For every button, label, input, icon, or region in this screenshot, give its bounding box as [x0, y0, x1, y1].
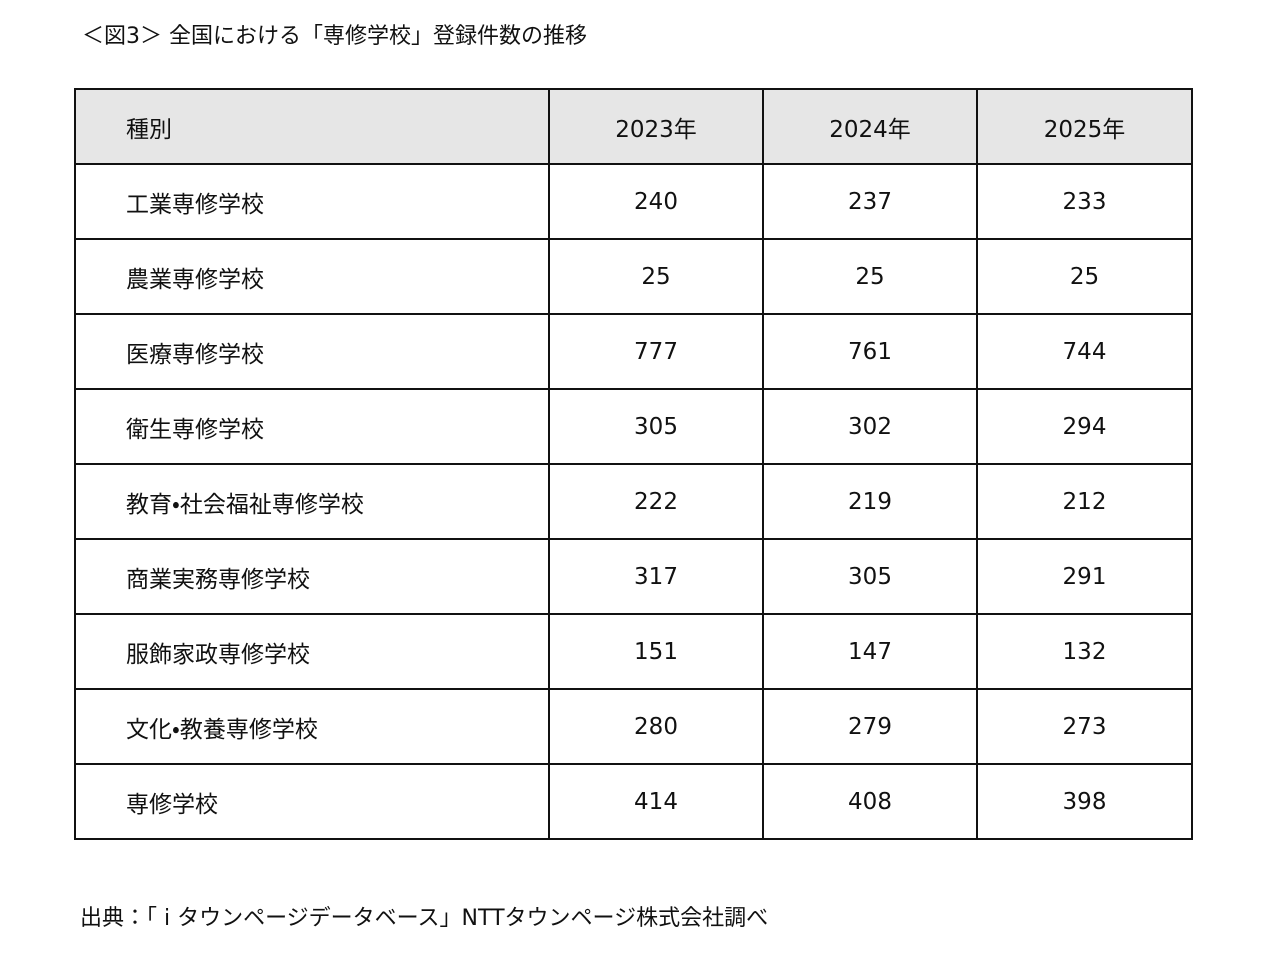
count-cell: 317: [548, 538, 764, 615]
count-cell: 25: [548, 238, 764, 315]
row-label: 商業実務専修学校: [74, 538, 550, 615]
row-label: 工業専修学校: [74, 163, 550, 240]
figure-title: ＜図3＞ 全国における「専修学校」登録件数の推移: [82, 24, 587, 49]
header-cell: 種別: [74, 88, 550, 165]
table-row: 工業専修学校 240 237 233: [74, 163, 1193, 240]
header-cell: 2024年: [762, 88, 978, 165]
count-cell: 305: [762, 538, 978, 615]
count-cell: 222: [548, 463, 764, 540]
table-body: 工業専修学校 240 237 233 農業専修学校 25 25 25 医療専修学校 777 761 7…: [74, 163, 1193, 840]
count-cell: 151: [548, 613, 764, 690]
table-header: 種別 2023年 2024年 2025年: [74, 88, 1193, 165]
table-row: 衛生専修学校 305 302 294: [74, 388, 1193, 465]
row-label: 教育・社会福祉専修学校: [74, 463, 550, 540]
count-cell: 414: [548, 763, 764, 840]
source-note: 出典：「 i タウンページデータベース」NTTタウンページ株式会社調べ: [80, 906, 769, 931]
header-cell: 2023年: [548, 88, 764, 165]
count-cell: 777: [548, 313, 764, 390]
table-row: 専修学校 414 408 398: [74, 763, 1193, 840]
count-cell: 273: [976, 688, 1193, 765]
count-cell: 761: [762, 313, 978, 390]
count-cell: 294: [976, 388, 1193, 465]
header-cell: 2025年: [976, 88, 1193, 165]
data-table: 種別 2023年 2024年 2025年 工業専修学校 240 237 233 農業専修学校 2…: [74, 88, 1193, 840]
count-cell: 398: [976, 763, 1193, 840]
count-cell: 240: [548, 163, 764, 240]
table-row: 商業実務専修学校 317 305 291: [74, 538, 1193, 615]
count-cell: 132: [976, 613, 1193, 690]
count-cell: 25: [976, 238, 1193, 315]
row-label: 衛生専修学校: [74, 388, 550, 465]
count-cell: 147: [762, 613, 978, 690]
header-row: 種別 2023年 2024年 2025年: [74, 88, 1193, 165]
row-label: 農業専修学校: [74, 238, 550, 315]
count-cell: 237: [762, 163, 978, 240]
count-cell: 279: [762, 688, 978, 765]
table-row: 服飾家政専修学校 151 147 132: [74, 613, 1193, 690]
table-row: 文化・教養専修学校 280 279 273: [74, 688, 1193, 765]
count-cell: 212: [976, 463, 1193, 540]
count-cell: 219: [762, 463, 978, 540]
count-cell: 280: [548, 688, 764, 765]
row-label: 専修学校: [74, 763, 550, 840]
count-cell: 744: [976, 313, 1193, 390]
table-row: 教育・社会福祉専修学校 222 219 212: [74, 463, 1193, 540]
table-row: 医療専修学校 777 761 744: [74, 313, 1193, 390]
row-label: 医療専修学校: [74, 313, 550, 390]
row-label: 文化・教養専修学校: [74, 688, 550, 765]
count-cell: 302: [762, 388, 978, 465]
table-row: 農業専修学校 25 25 25: [74, 238, 1193, 315]
count-cell: 291: [976, 538, 1193, 615]
row-label: 服飾家政専修学校: [74, 613, 550, 690]
count-cell: 305: [548, 388, 764, 465]
count-cell: 233: [976, 163, 1193, 240]
count-cell: 408: [762, 763, 978, 840]
count-cell: 25: [762, 238, 978, 315]
